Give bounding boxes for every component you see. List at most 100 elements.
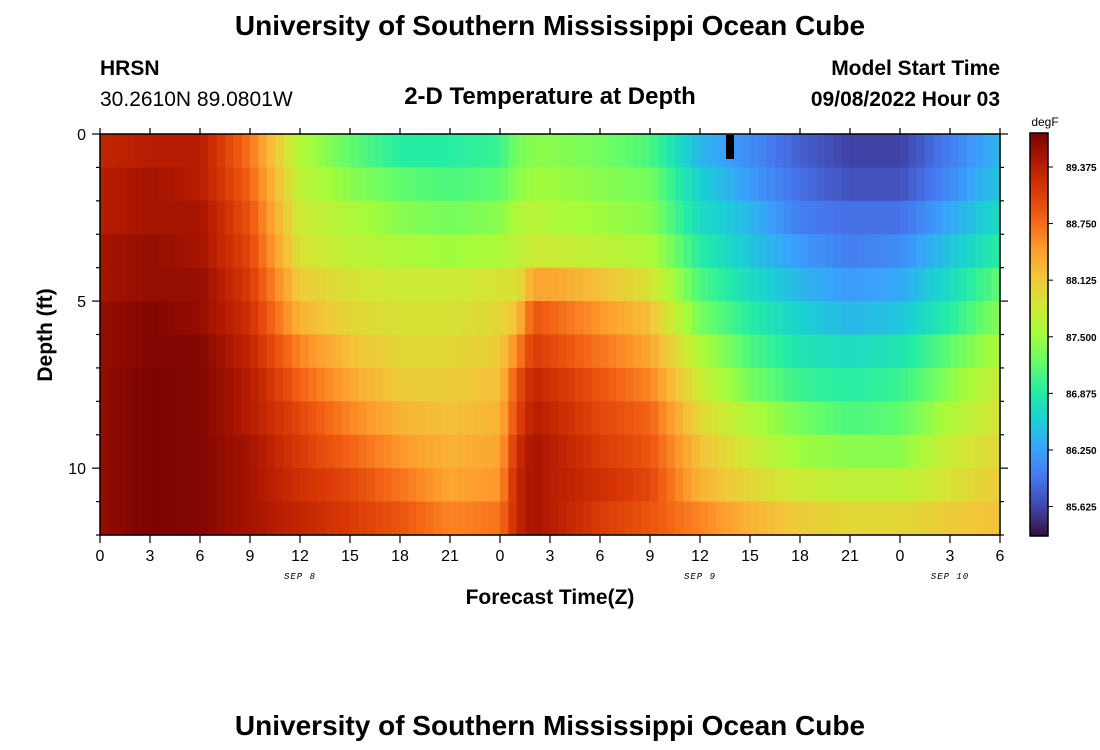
heatmap-cell: [533, 301, 543, 336]
colorbar-tick-label: 86.250: [1066, 446, 1097, 457]
heatmap-cell: [658, 267, 668, 302]
heatmap-cell: [350, 434, 359, 469]
heatmap-cell: [975, 334, 984, 369]
heatmap-cell: [308, 234, 318, 269]
heatmap-cell: [825, 334, 834, 369]
heatmap-cell: [233, 200, 243, 235]
heatmap-cell: [158, 134, 168, 169]
heatmap-cell: [775, 301, 784, 336]
heatmap-cell: [375, 234, 384, 269]
heatmap-cell: [533, 401, 543, 436]
heatmap-cell: [175, 301, 184, 336]
heatmap-cell: [750, 301, 759, 336]
heatmap-cell: [616, 434, 626, 469]
heatmap-cell: [966, 401, 976, 436]
heatmap-cell: [958, 167, 968, 202]
heatmap-cell: [691, 167, 701, 202]
heatmap-cell: [133, 367, 143, 402]
heatmap-cell: [691, 334, 701, 369]
heatmap-cell: [908, 401, 918, 436]
heatmap-cell: [800, 334, 809, 369]
heatmap-cell: [558, 200, 568, 235]
heatmap-cell: [758, 134, 768, 169]
heatmap-cell: [741, 267, 751, 302]
heatmap-cell: [266, 234, 276, 269]
heatmap-cell: [508, 301, 518, 336]
heatmap-cell: [641, 301, 651, 336]
heatmap-cell: [883, 267, 893, 302]
heatmap-cell: [841, 367, 851, 402]
heatmap-cell: [850, 267, 859, 302]
heatmap-cell: [800, 200, 809, 235]
heatmap-cell: [508, 468, 518, 503]
heatmap-cell: [558, 468, 568, 503]
heatmap-cell: [400, 334, 409, 369]
heatmap-cell: [333, 401, 343, 436]
heatmap-cell: [325, 200, 334, 235]
heatmap-cell: [858, 200, 868, 235]
x-tick-label: 21: [841, 548, 859, 565]
heatmap-cell: [908, 367, 918, 402]
heatmap-cell: [575, 367, 584, 402]
x-tick-label: 6: [996, 548, 1005, 565]
heatmap-cell: [833, 367, 843, 402]
heatmap-cell: [816, 501, 826, 536]
heatmap-cell: [666, 401, 676, 436]
heatmap-cell: [391, 267, 401, 302]
heatmap-cell: [466, 434, 476, 469]
heatmap-cell: [383, 200, 393, 235]
heatmap-cell: [566, 367, 576, 402]
heatmap-cell: [850, 367, 859, 402]
heatmap-cell: [250, 200, 259, 235]
heatmap-cell: [266, 401, 276, 436]
heatmap-cell: [700, 301, 709, 336]
heatmap-cell: [550, 334, 559, 369]
heatmap-cell: [400, 200, 409, 235]
heatmap-cell: [816, 468, 826, 503]
heatmap-cell: [350, 401, 359, 436]
heatmap-cell: [300, 401, 309, 436]
heatmap-cell: [583, 367, 593, 402]
heatmap-cell: [325, 301, 334, 336]
heatmap-cell: [475, 434, 484, 469]
heatmap-cell: [916, 501, 926, 536]
heatmap-cell: [691, 200, 701, 235]
heatmap-cell: [116, 200, 126, 235]
heatmap-cell: [516, 367, 526, 402]
heatmap-cell: [791, 267, 801, 302]
heatmap-cell: [550, 267, 559, 302]
heatmap-cell: [675, 234, 684, 269]
heatmap-cell: [983, 334, 993, 369]
heatmap-cell: [325, 501, 334, 536]
heatmap-cell: [533, 234, 543, 269]
heatmap-cell: [650, 401, 659, 436]
heatmap-cell: [183, 501, 193, 536]
heatmap-cell: [441, 234, 451, 269]
heatmap-cell: [383, 367, 393, 402]
heatmap-cell: [916, 267, 926, 302]
heatmap-cell: [825, 234, 834, 269]
heatmap-cell: [333, 167, 343, 202]
heatmap-cell: [925, 468, 934, 503]
heatmap-cell: [858, 334, 868, 369]
heatmap-cell: [566, 401, 576, 436]
heatmap-cell: [416, 267, 426, 302]
heatmap-cell: [383, 234, 393, 269]
heatmap-cell: [458, 301, 468, 336]
heatmap-cell: [291, 167, 301, 202]
heatmap-cell: [500, 234, 509, 269]
heatmap-cell: [808, 301, 818, 336]
heatmap-cell: [333, 301, 343, 336]
heatmap-cell: [600, 301, 609, 336]
heatmap-cell: [108, 334, 118, 369]
heatmap-cell: [866, 334, 876, 369]
heatmap-cell: [633, 267, 643, 302]
heatmap-cell: [941, 334, 951, 369]
heatmap-cell: [383, 434, 393, 469]
heatmap-cell: [925, 234, 934, 269]
heatmap-cell: [233, 367, 243, 402]
heatmap-cell: [383, 134, 393, 169]
y-tick-label: 5: [77, 294, 86, 311]
heatmap-cell: [933, 301, 943, 336]
heatmap-cell: [858, 134, 868, 169]
